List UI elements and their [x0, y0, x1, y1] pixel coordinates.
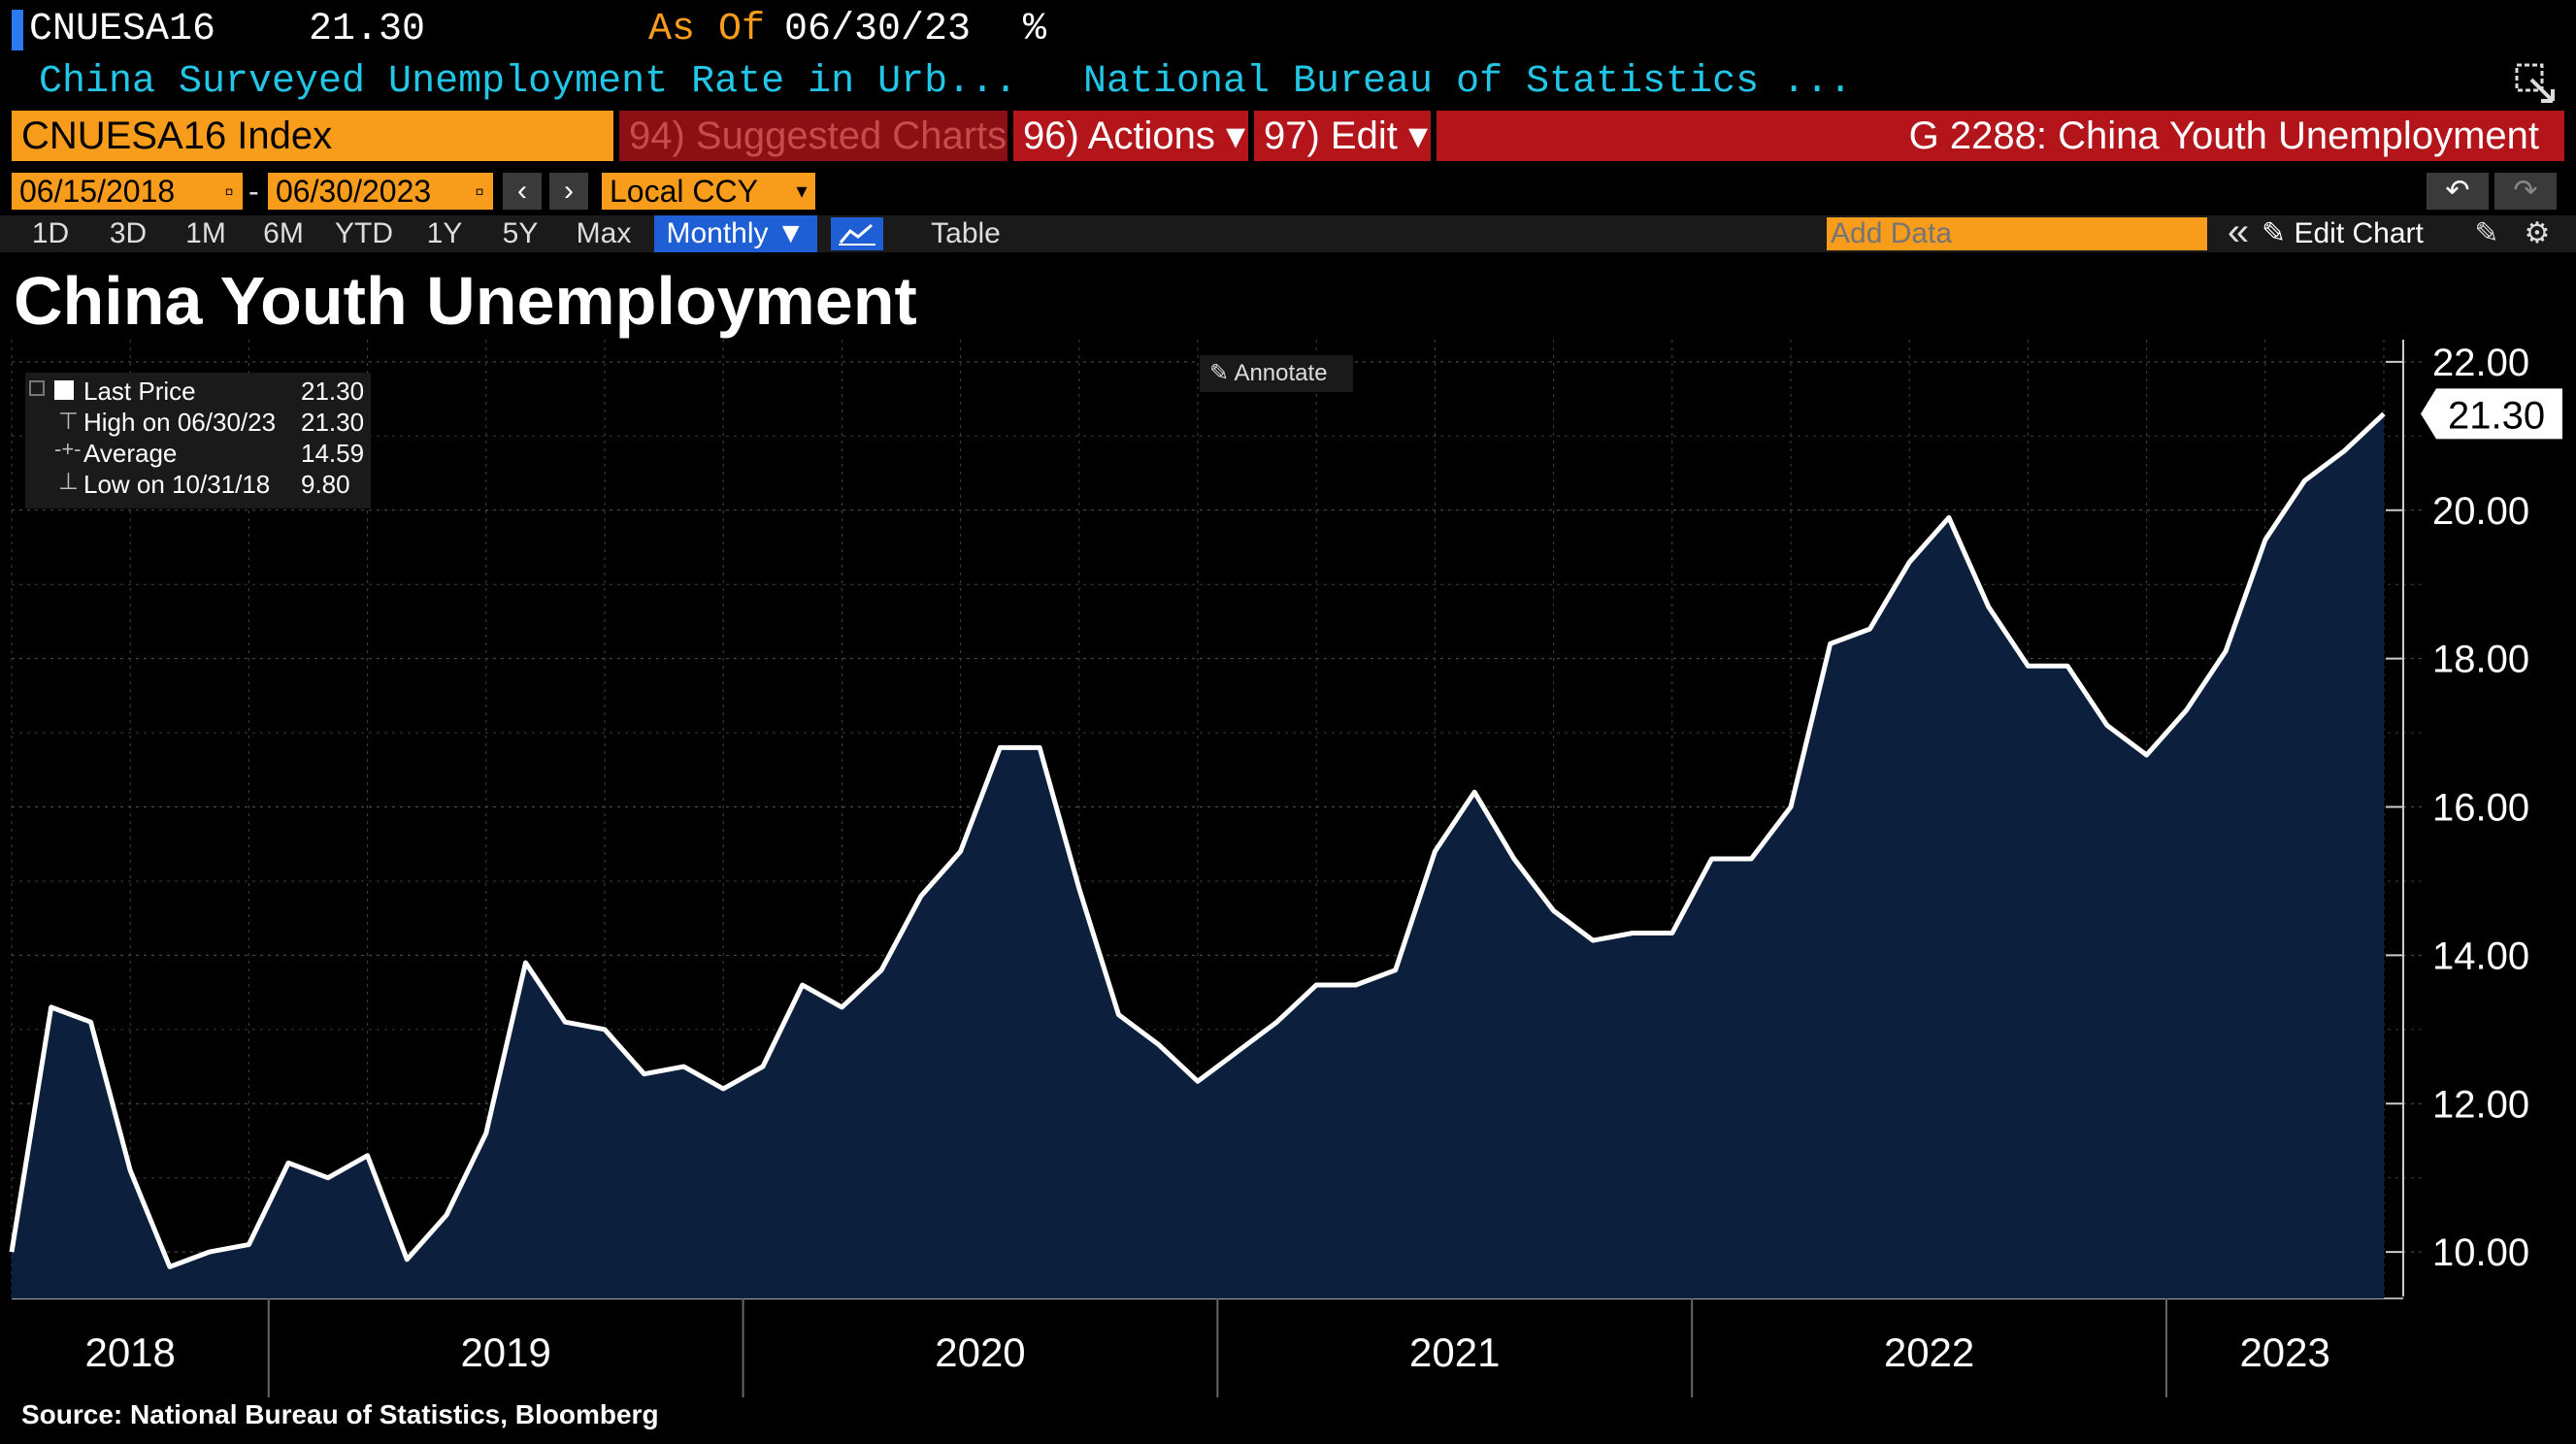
period-ytd[interactable]: YTD — [335, 217, 393, 249]
year-label: 2018 — [84, 1329, 175, 1375]
series-line — [9, 411, 2386, 1269]
gear-icon[interactable]: ⚙ — [2524, 217, 2551, 249]
ticker-marker — [12, 10, 23, 50]
as-of-label: As Of — [648, 8, 766, 51]
actions-menu[interactable]: 96) Actions ▾ — [1013, 111, 1248, 161]
x-axis: 2018 2019 2020 2021 2022 2023 — [84, 1298, 2330, 1397]
period-5y[interactable]: 5Y — [502, 217, 539, 249]
last-value: 21.30 — [309, 8, 426, 51]
edit-settings-icon[interactable]: ✎ — [2474, 217, 2499, 249]
period-6m[interactable]: 6M — [263, 217, 304, 249]
annotate-label: Annotate — [1234, 360, 1328, 386]
legend-value-low: 9.80 — [301, 470, 350, 499]
ticker-header: CNUESA16 21.30 As Of 06/30/23 % — [0, 4, 2576, 56]
ticker-symbol[interactable]: CNUESA16 — [29, 8, 216, 51]
y-tick-label: 22.00 — [2432, 342, 2529, 384]
start-calendar-icon[interactable]: ▫ — [215, 173, 243, 210]
last-value-tag — [2421, 388, 2562, 440]
collapse-icon[interactable]: « — [2227, 211, 2250, 253]
legend-label-high: High on 06/30/23 — [83, 408, 277, 437]
currency-dropdown-icon[interactable]: ▾ — [788, 173, 815, 210]
pencil-icon: ✎ — [1209, 360, 1230, 386]
line-chart-icon — [839, 223, 875, 246]
legend-collapse-icon[interactable] — [29, 380, 45, 396]
year-label: 2020 — [935, 1329, 1025, 1375]
period-1y[interactable]: 1Y — [426, 217, 463, 249]
range-separator: - — [248, 174, 259, 209]
year-label: 2019 — [460, 1329, 550, 1375]
period-1m[interactable]: 1M — [185, 217, 226, 249]
legend-swatch-last — [54, 380, 74, 400]
year-label: 2023 — [2239, 1329, 2329, 1375]
period-bar: 1D 3D 1M 6M YTD 1Y 5Y Max Monthly ▼ Tabl… — [0, 211, 2576, 253]
currency-select[interactable]: Local CCY — [602, 173, 788, 210]
undo-icon[interactable]: ↶ — [2427, 173, 2489, 210]
security-description: China Surveyed Unemployment Rate in Urb.… — [39, 60, 1018, 104]
last-price-marker: 21.30 — [2421, 388, 2562, 440]
y-tick-label: 12.00 — [2432, 1083, 2529, 1126]
data-source-name: National Bureau of Statistics ... — [1083, 60, 1853, 104]
end-calendar-icon[interactable]: ▫ — [466, 173, 493, 210]
legend-value-average: 14.59 — [301, 439, 365, 468]
chart-id-label: G 2288: China Youth Unemployment — [1437, 111, 2564, 161]
last-value-label: 21.30 — [2448, 394, 2545, 437]
edit-chart-button[interactable]: ✎ Edit Chart — [2262, 217, 2424, 249]
y-tick-label: 18.00 — [2432, 639, 2529, 681]
chart-plot[interactable]: 10.00 12.00 14.00 16.00 18.00 20.00 22.00 2018… — [0, 340, 2576, 1397]
table-button[interactable]: Table — [931, 217, 1001, 249]
high-marker-icon: ⊤ — [58, 409, 79, 435]
prev-range-button[interactable]: ‹ — [503, 173, 542, 210]
chart-type-button[interactable] — [831, 217, 883, 250]
as-of-date: 06/30/23 — [784, 8, 972, 51]
legend-label-average: Average — [83, 439, 178, 468]
edit-menu[interactable]: 97) Edit ▾ — [1254, 111, 1431, 161]
suggested-charts-button[interactable]: 94) Suggested Charts — [619, 111, 1007, 161]
legend-label-low: Low on 10/31/18 — [83, 470, 271, 499]
source-note: Source: National Bureau of Statistics, B… — [21, 1399, 659, 1429]
y-axis: 10.00 12.00 14.00 16.00 18.00 20.00 22.00 — [2432, 342, 2529, 1274]
popout-icon[interactable] — [2514, 62, 2559, 105]
low-marker-icon: ⊥ — [58, 469, 79, 495]
start-date-field[interactable]: 06/15/2018 — [12, 173, 225, 210]
add-data-input[interactable] — [1827, 217, 2207, 250]
y-tick-label: 14.00 — [2432, 935, 2529, 977]
year-label: 2022 — [1884, 1329, 1974, 1375]
y-tick-label: 10.00 — [2432, 1231, 2529, 1274]
action-bar: CNUESA16 Index 94) Suggested Charts 96) … — [0, 111, 2576, 161]
legend-value-last: 21.30 — [301, 377, 365, 406]
security-field[interactable]: CNUESA16 Index — [12, 111, 613, 161]
period-3d[interactable]: 3D — [109, 217, 148, 249]
y-tick-label: 20.00 — [2432, 490, 2529, 533]
redo-icon[interactable]: ↷ — [2494, 173, 2557, 210]
year-label: 2021 — [1409, 1329, 1500, 1375]
legend-label-last: Last Price — [83, 377, 196, 406]
end-date-field[interactable]: 06/30/2023 — [268, 173, 476, 210]
period-max[interactable]: Max — [576, 217, 632, 249]
next-range-button[interactable]: › — [549, 173, 588, 210]
y-tick-label: 16.00 — [2432, 787, 2529, 830]
period-1d[interactable]: 1D — [31, 217, 70, 249]
frequency-select[interactable]: Monthly ▼ — [654, 215, 817, 252]
legend-value-high: 21.30 — [301, 408, 365, 437]
unit-label: % — [1023, 8, 1047, 51]
annotate-button[interactable]: ✎ Annotate — [1200, 355, 1353, 392]
chart-title: China Youth Unemployment — [14, 263, 917, 339]
legend-box[interactable]: Last Price 21.30 ⊤ High on 06/30/23 21.3… — [25, 373, 371, 509]
average-marker-icon: -+- — [54, 437, 82, 461]
date-range-bar: 06/15/2018 ▫ - 06/30/2023 ▫ ‹ › Local CC… — [0, 173, 2576, 210]
description-row: China Surveyed Unemployment Rate in Urb.… — [0, 56, 2576, 109]
series-area — [12, 413, 2384, 1298]
